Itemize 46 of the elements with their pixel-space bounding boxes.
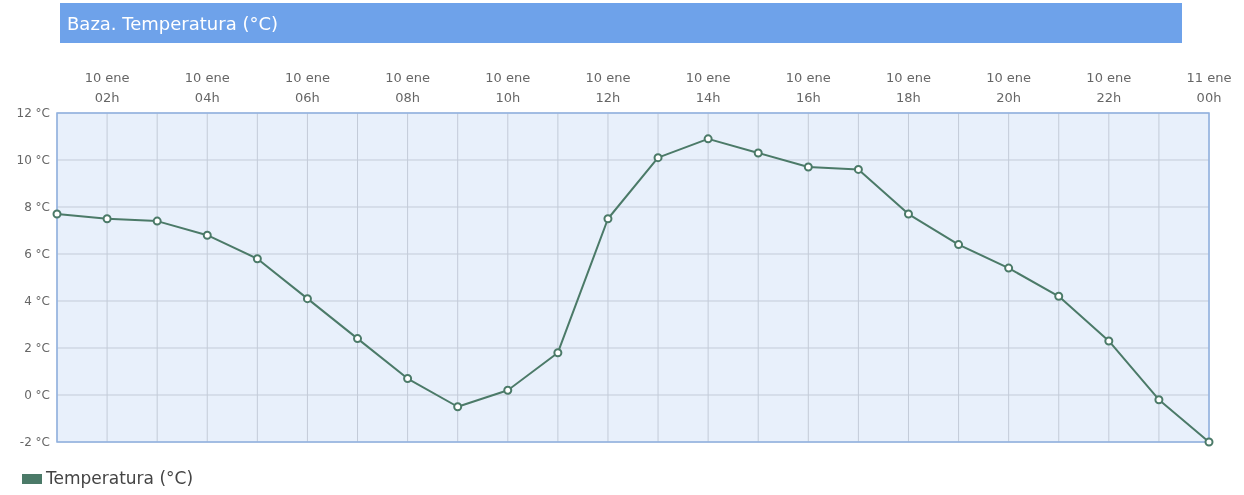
y-tick-label: 0 °C	[24, 388, 50, 402]
x-tick-label: 10 ene 10h	[485, 70, 531, 105]
y-tick-label: -2 °C	[19, 435, 50, 449]
point	[1154, 395, 1164, 405]
y-tick-label: 6 °C	[24, 247, 50, 261]
point	[803, 162, 813, 172]
point	[353, 334, 363, 344]
point	[202, 230, 212, 240]
y-tick-label: 12 °C	[16, 106, 50, 120]
y-tick-label: 10 °C	[16, 153, 50, 167]
legend-label: Temperatura (°C)	[45, 468, 194, 488]
x-tick-label: 10 ene 08h	[385, 70, 431, 105]
x-tick-label: 10 ene 06h	[284, 70, 330, 105]
point	[1054, 291, 1064, 301]
point	[102, 214, 112, 224]
chart-title: Baza. Temperatura (°C)	[67, 13, 279, 34]
point	[152, 216, 162, 226]
x-tick-label: 10 ene 14h	[685, 70, 731, 105]
point	[302, 294, 312, 304]
x-tick-label: 10 ene 16h	[785, 70, 831, 105]
point	[403, 374, 413, 384]
point	[1204, 437, 1214, 447]
y-tick-label: 2 °C	[24, 341, 50, 355]
point	[703, 134, 713, 144]
y-tick-label: 4 °C	[24, 294, 50, 308]
point	[653, 153, 663, 163]
x-tick-label: 10 ene 04h	[184, 70, 230, 105]
point	[453, 402, 463, 412]
point	[1004, 263, 1014, 273]
x-tick-label: 11 ene 00h	[1186, 70, 1232, 105]
x-tick-label: 10 ene 22h	[1086, 70, 1132, 105]
x-tick-label: 10 ene 20h	[986, 70, 1032, 105]
x-tick-label: 10 ene 18h	[886, 70, 931, 105]
point	[753, 148, 763, 158]
y-tick-label: 8 °C	[24, 200, 50, 214]
point	[553, 348, 563, 358]
point	[503, 385, 513, 395]
point	[52, 209, 62, 219]
point	[252, 254, 262, 264]
x-tick-label: 10 ene 02h	[84, 70, 130, 105]
point	[853, 164, 863, 174]
point	[603, 214, 613, 224]
point	[954, 240, 964, 250]
point	[903, 209, 913, 219]
point	[1104, 336, 1114, 346]
x-tick-label: 10 ene 12h	[585, 70, 631, 105]
